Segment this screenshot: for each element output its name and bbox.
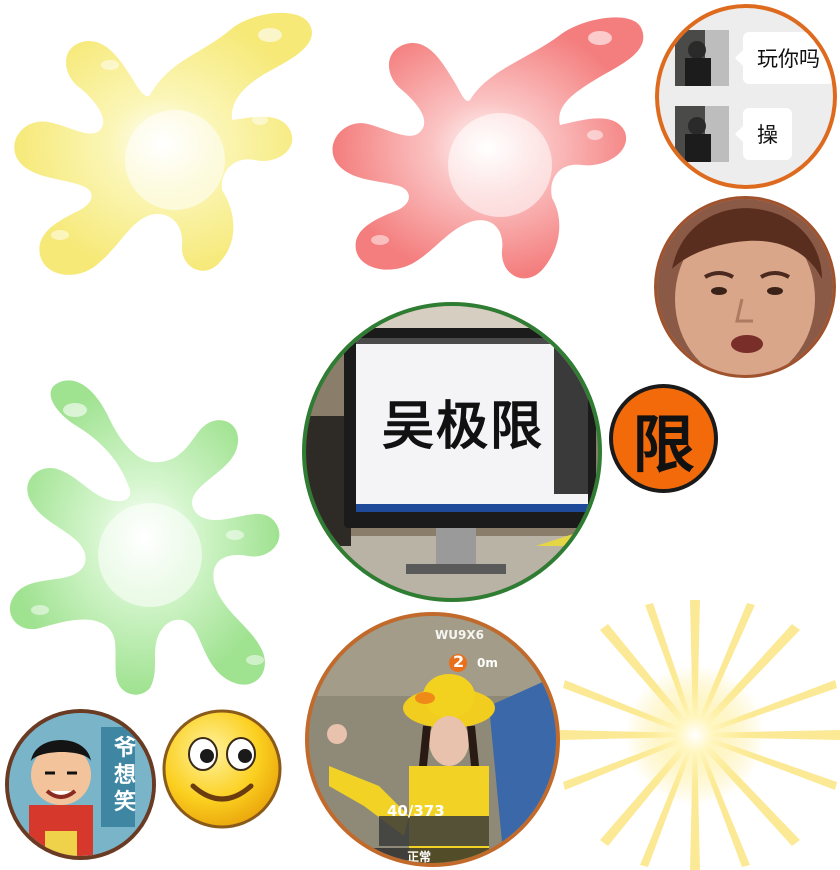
game-screenshot-circle: WU9X6 2 0m 40/373 正常 — [305, 612, 560, 867]
chat-message-row: 操 — [665, 106, 833, 162]
sticker-meme-circle: 爷想笑 — [5, 709, 156, 860]
game-distance-unit: 0m — [477, 656, 498, 670]
distance-marker-icon — [449, 654, 467, 672]
sunburst-decoration — [560, 600, 840, 870]
chat-avatar — [675, 30, 729, 86]
chat-bubble: 玩你吗 — [735, 32, 833, 84]
sticker-caption: 爷想笑 — [113, 736, 136, 815]
chat-avatar — [675, 106, 729, 162]
face-photo-circle — [654, 196, 836, 378]
monitor-photo-circle: 吴极限 — [302, 302, 602, 602]
game-player-name: WU9X6 — [435, 628, 484, 642]
game-ammo-count: 40/373 — [387, 802, 445, 820]
red-splat-decoration — [332, 17, 644, 279]
xian-character-badge: 限 — [609, 384, 718, 493]
game-distance-number: 2 — [453, 652, 465, 671]
yellow-splat-decoration — [14, 12, 312, 275]
smiley-face-icon — [162, 709, 282, 829]
game-status-text: 正常 — [407, 850, 432, 864]
chat-screenshot-circle: 玩你吗 操 — [655, 4, 837, 189]
green-splat-decoration — [9, 380, 280, 695]
chat-bubble: 操 — [735, 108, 792, 160]
chat-message-row: 玩你吗 — [665, 30, 833, 86]
monitor-screen-text: 吴极限 — [381, 397, 544, 457]
